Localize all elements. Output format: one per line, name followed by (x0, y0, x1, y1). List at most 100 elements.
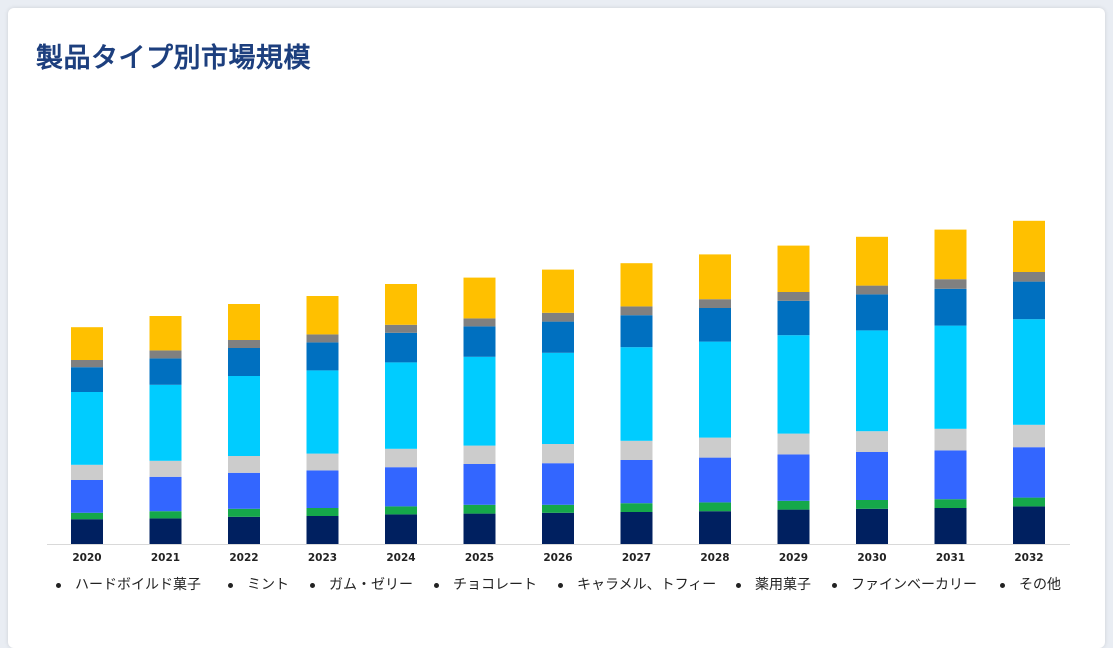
bar-segment (463, 356, 496, 446)
bar-segment (620, 263, 653, 307)
bar-stack-2020 (71, 327, 103, 544)
bar-segment (699, 308, 731, 342)
bar-segment (71, 327, 103, 360)
bar-stack-2029 (777, 245, 810, 544)
bar-segment (856, 236, 888, 286)
bar-segment (542, 312, 574, 322)
bar-segment (149, 316, 182, 351)
bar-segment (542, 504, 574, 513)
bar-segment (1013, 424, 1045, 448)
bar-segment (71, 392, 103, 465)
bar-stack-2023 (306, 296, 339, 544)
bar-segment (385, 514, 417, 544)
bar-segment (228, 340, 260, 348)
bar-segment (228, 508, 260, 517)
bar-segment (777, 335, 810, 434)
bar-stack-2032 (1013, 220, 1045, 544)
bar-segment (149, 350, 182, 359)
bar-segment (306, 508, 339, 516)
bar-segment (71, 367, 103, 392)
legend-label: チョコレート (453, 577, 537, 593)
legend-bullet-icon (310, 583, 315, 588)
bar-segment (620, 440, 653, 460)
legend-label: ファインベーカリー (851, 577, 977, 593)
bar-segment (385, 467, 417, 507)
x-tick-label: 2030 (857, 552, 886, 564)
bar-segment (385, 284, 417, 325)
legend-label: ガム・ゼリー (329, 577, 413, 593)
bar-segment (463, 464, 496, 505)
bar-segment (463, 445, 496, 464)
bar-segment (71, 519, 103, 544)
legend-label: 薬用菓子 (755, 577, 811, 593)
x-tick-label: 2022 (229, 552, 258, 564)
bar-segment (699, 299, 731, 308)
bar-segment (542, 321, 574, 353)
bar-segment (934, 450, 967, 500)
chart-title: 製品タイプ別市場規模 (36, 43, 311, 74)
bar-segment (149, 358, 182, 385)
x-tick-label: 2031 (936, 552, 965, 564)
bar-segment (542, 269, 574, 313)
legend-item: ハードボイルド菓子 (56, 574, 223, 596)
bar-segment (542, 463, 574, 505)
bar-segment (306, 342, 339, 371)
bar-segment (620, 512, 653, 544)
bar-segment (1013, 319, 1045, 425)
legend-item: ガム・ゼリー (310, 574, 429, 596)
bar-segment (777, 433, 810, 455)
bar-segment (699, 254, 731, 300)
bar-segment (777, 454, 810, 501)
bar-segment (463, 504, 496, 514)
bar-segment (71, 480, 103, 513)
x-tick-label: 2028 (700, 552, 729, 564)
bar-segment (777, 292, 810, 301)
bar-stack-2026 (542, 269, 574, 544)
bar-segment (620, 503, 653, 512)
legend-item: チョコレート (434, 574, 553, 596)
legend-bullet-icon (736, 583, 741, 588)
bar-segment (934, 428, 967, 451)
bar-stack-2031 (934, 229, 967, 544)
x-tick-label: 2020 (72, 552, 101, 564)
bar-segment (1013, 281, 1045, 320)
bar-segment (149, 460, 182, 477)
x-tick-label: 2029 (779, 552, 808, 564)
bar-segment (385, 324, 417, 333)
bar-segment (620, 347, 653, 441)
legend-label: ハードボイルド菓子 (75, 577, 201, 593)
bar-segment (856, 452, 888, 500)
bar-segment (777, 500, 810, 510)
x-tick-label: 2023 (308, 552, 337, 564)
bar-segment (149, 518, 182, 544)
bar-segment (542, 444, 574, 464)
bar-segment (306, 296, 339, 335)
bar-segment (228, 456, 260, 473)
bar-segment (385, 448, 417, 468)
bar-segment (306, 470, 339, 508)
bar-segment (856, 294, 888, 331)
bar-segment (856, 431, 888, 452)
x-tick-label: 2025 (465, 552, 494, 564)
bar-segment (463, 318, 496, 327)
bar-segment (228, 376, 260, 456)
bar-stack-2025 (463, 277, 496, 544)
bar-segment (620, 460, 653, 504)
x-tick-label: 2032 (1014, 552, 1043, 564)
bar-segment (699, 511, 731, 544)
bar-segment (71, 360, 103, 368)
bar-segment (542, 352, 574, 444)
legend-item: ファインベーカリー (832, 574, 991, 596)
bar-segment (542, 512, 574, 544)
bar-segment (306, 334, 339, 343)
bar-segment (149, 384, 182, 461)
bar-segment (228, 304, 260, 340)
legend-bullet-icon (558, 583, 563, 588)
bar-segment (463, 277, 496, 319)
bar-segment (1013, 220, 1045, 272)
stacked-bar-chart: 2020 2021 2022 2023 2024 2025 2026 2027 2028 2029… (47, 220, 1070, 564)
bar-segment (934, 499, 967, 508)
bar-segment (306, 370, 339, 454)
legend-label: その他 (1019, 577, 1061, 593)
bar-segment (699, 437, 731, 458)
